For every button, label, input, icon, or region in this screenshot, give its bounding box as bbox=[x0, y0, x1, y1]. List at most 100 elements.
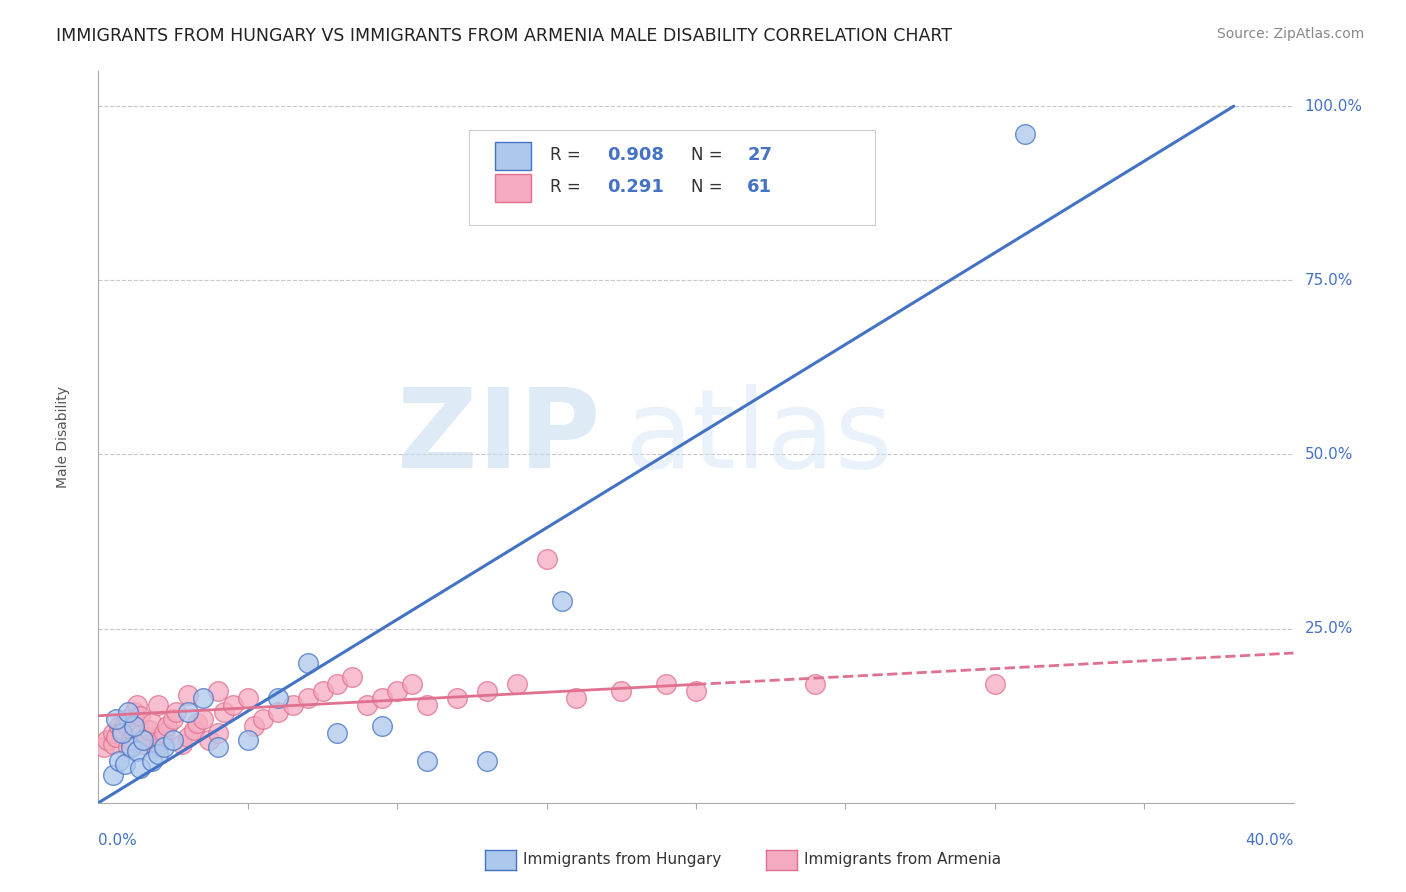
Text: R =: R = bbox=[550, 146, 586, 164]
Text: 0.291: 0.291 bbox=[607, 178, 665, 196]
Point bbox=[108, 719, 131, 733]
Point bbox=[446, 691, 468, 706]
Point bbox=[297, 657, 319, 671]
Point bbox=[111, 726, 134, 740]
Point bbox=[550, 594, 572, 608]
Point bbox=[120, 740, 142, 755]
Point bbox=[267, 705, 290, 719]
Text: 75.0%: 75.0% bbox=[1305, 273, 1353, 288]
Point bbox=[124, 719, 146, 733]
Point bbox=[162, 712, 184, 726]
Point bbox=[326, 726, 349, 740]
Text: N =: N = bbox=[692, 178, 728, 196]
Text: 50.0%: 50.0% bbox=[1305, 447, 1353, 462]
Point bbox=[243, 719, 266, 733]
Point bbox=[252, 712, 274, 726]
Point bbox=[191, 712, 214, 726]
Bar bbox=[495, 174, 531, 202]
Point bbox=[141, 754, 163, 768]
Point bbox=[236, 733, 259, 747]
Point bbox=[475, 684, 498, 698]
Point bbox=[536, 552, 558, 566]
Point bbox=[117, 712, 139, 726]
Point bbox=[148, 698, 170, 713]
Point bbox=[120, 733, 142, 747]
Point bbox=[93, 740, 115, 755]
Point bbox=[148, 740, 170, 755]
Text: N =: N = bbox=[692, 146, 728, 164]
Text: IMMIGRANTS FROM HUNGARY VS IMMIGRANTS FROM ARMENIA MALE DISABILITY CORRELATION C: IMMIGRANTS FROM HUNGARY VS IMMIGRANTS FR… bbox=[56, 27, 952, 45]
Point bbox=[983, 677, 1005, 691]
Point bbox=[177, 705, 200, 719]
Text: atlas: atlas bbox=[624, 384, 893, 491]
Text: 0.0%: 0.0% bbox=[98, 833, 138, 848]
Point bbox=[162, 733, 184, 747]
Point bbox=[297, 691, 319, 706]
Point bbox=[191, 691, 214, 706]
Point bbox=[198, 733, 221, 747]
Point bbox=[222, 698, 245, 713]
Point bbox=[207, 740, 229, 755]
Point bbox=[172, 737, 194, 751]
Point bbox=[183, 723, 205, 737]
Point bbox=[506, 677, 529, 691]
Point bbox=[148, 747, 170, 761]
Point bbox=[565, 691, 588, 706]
Point bbox=[371, 691, 394, 706]
Point bbox=[108, 754, 131, 768]
Point bbox=[105, 712, 128, 726]
Point bbox=[281, 698, 304, 713]
Point bbox=[132, 737, 155, 751]
Point bbox=[129, 761, 152, 775]
Point bbox=[267, 691, 290, 706]
Point bbox=[138, 723, 160, 737]
Point bbox=[127, 743, 149, 757]
Point bbox=[111, 723, 134, 737]
Point bbox=[1014, 127, 1036, 141]
Point bbox=[114, 715, 136, 730]
Point bbox=[326, 677, 349, 691]
Point bbox=[804, 677, 827, 691]
Point bbox=[165, 705, 187, 719]
Point bbox=[150, 733, 173, 747]
Point bbox=[129, 708, 152, 723]
Point bbox=[96, 733, 118, 747]
Point bbox=[135, 730, 157, 744]
Point bbox=[103, 768, 125, 782]
Point bbox=[127, 698, 149, 713]
Point bbox=[103, 726, 125, 740]
Point bbox=[117, 705, 139, 719]
Text: Source: ZipAtlas.com: Source: ZipAtlas.com bbox=[1216, 27, 1364, 41]
Point bbox=[371, 719, 394, 733]
Point bbox=[177, 688, 200, 702]
Text: 25.0%: 25.0% bbox=[1305, 621, 1353, 636]
Text: R =: R = bbox=[550, 178, 586, 196]
Point bbox=[401, 677, 423, 691]
Point bbox=[153, 726, 176, 740]
Text: Male Disability: Male Disability bbox=[56, 386, 69, 488]
Point bbox=[124, 705, 146, 719]
Text: Immigrants from Armenia: Immigrants from Armenia bbox=[804, 853, 1001, 867]
Point bbox=[356, 698, 378, 713]
Text: 27: 27 bbox=[748, 146, 772, 164]
Point bbox=[105, 730, 128, 744]
Bar bbox=[495, 143, 531, 170]
Point bbox=[685, 684, 707, 698]
Point bbox=[207, 726, 229, 740]
Point bbox=[342, 670, 364, 684]
Text: 0.908: 0.908 bbox=[607, 146, 665, 164]
Point bbox=[153, 740, 176, 755]
Point bbox=[311, 684, 333, 698]
Point bbox=[610, 684, 633, 698]
Point bbox=[655, 677, 678, 691]
Text: 100.0%: 100.0% bbox=[1305, 99, 1362, 113]
Point bbox=[416, 754, 439, 768]
Text: 40.0%: 40.0% bbox=[1246, 833, 1294, 848]
Point bbox=[236, 691, 259, 706]
Point bbox=[141, 715, 163, 730]
Text: 61: 61 bbox=[748, 178, 772, 196]
Point bbox=[156, 719, 179, 733]
Point bbox=[385, 684, 409, 698]
Text: ZIP: ZIP bbox=[396, 384, 600, 491]
Point bbox=[114, 757, 136, 772]
